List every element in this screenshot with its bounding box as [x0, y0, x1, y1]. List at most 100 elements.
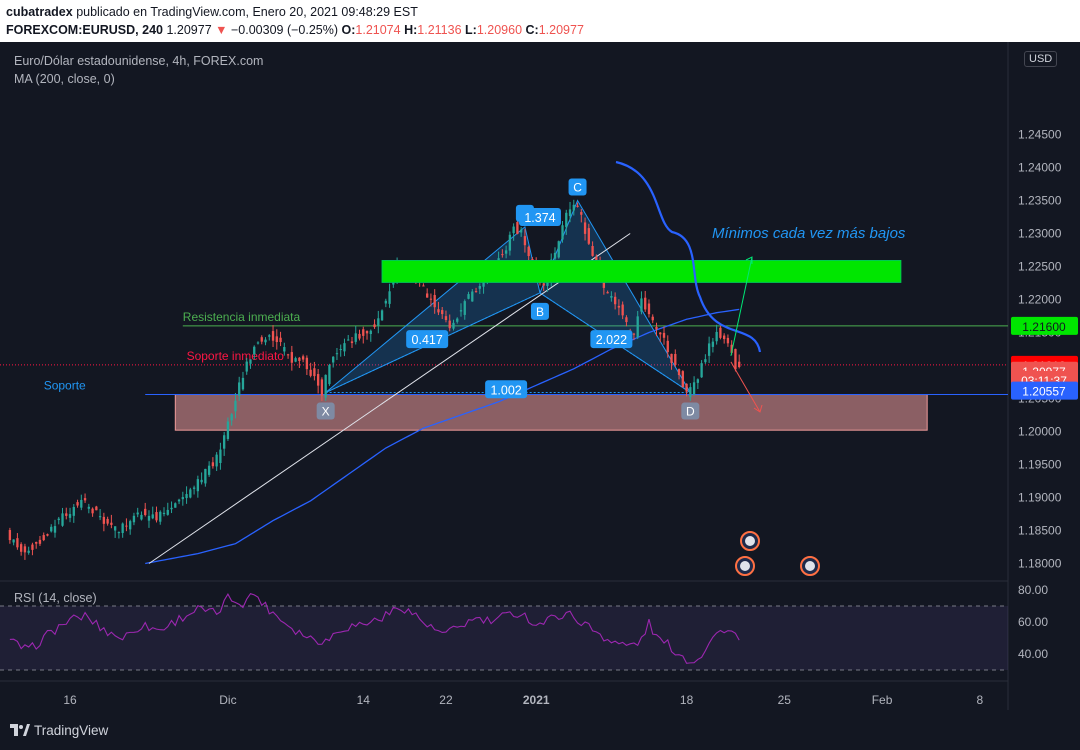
rsi-tick-label: 40.00	[1018, 647, 1048, 661]
bearish-projection-arrow	[730, 361, 761, 413]
candle-body	[358, 333, 361, 339]
candle-body	[365, 331, 369, 334]
y-tick-label: 1.24000	[1018, 161, 1062, 175]
candle-body	[320, 379, 324, 396]
author-name[interactable]: cubatradex	[6, 5, 73, 19]
candle-body	[298, 357, 301, 361]
candle-body	[689, 387, 692, 398]
pattern-point-b: B	[536, 305, 544, 319]
candle-body	[730, 344, 733, 353]
pattern-xb-line	[325, 292, 541, 394]
lower-lows-curve	[615, 160, 762, 353]
candle-body	[350, 341, 354, 344]
candle-body	[482, 281, 485, 287]
chart-area[interactable]: 1.24500 1.24000 1.23500 1.23000 1.22500 1.220…	[0, 42, 1080, 710]
pattern-point-badge	[316, 402, 335, 420]
candle-body	[249, 359, 252, 364]
candle-body	[512, 226, 515, 234]
candle-body	[738, 361, 741, 368]
low-value: 1.20960	[476, 23, 523, 37]
candle-body	[245, 361, 248, 372]
candle-body	[553, 252, 557, 259]
price-tag-label: 1.20557	[1022, 385, 1066, 399]
candle-body	[587, 228, 590, 244]
brand-name[interactable]: TradingView	[34, 723, 109, 738]
ratio-badge	[518, 208, 561, 226]
pattern-point-x: X	[322, 405, 330, 419]
candle-body	[185, 494, 188, 499]
candle-body	[606, 292, 609, 294]
candle-body	[207, 465, 211, 475]
candle-body	[501, 254, 504, 256]
candle-body	[343, 343, 346, 352]
x-tick-label: 18	[680, 693, 694, 707]
candle-body	[72, 506, 75, 516]
resistance-label: Resistencia inmediata	[183, 310, 301, 324]
candle-body	[444, 316, 448, 320]
chart-title: Euro/Dólar estadounidense, 4h, FOREX.com	[14, 54, 264, 68]
uptrend-line	[148, 233, 631, 564]
candle-body	[189, 489, 192, 498]
candle-body	[215, 454, 218, 467]
candle-body	[204, 468, 207, 484]
publication-line: cubatradex publicado en TradingView.com,…	[6, 5, 418, 19]
ma-legend[interactable]: MA (200, close, 0)	[14, 72, 115, 86]
rsi-legend[interactable]: RSI (14, close)	[14, 591, 97, 605]
pattern-point-badge	[568, 178, 587, 196]
candle-body	[129, 521, 132, 530]
candle-body	[426, 293, 429, 298]
candle-body	[271, 331, 275, 341]
footer: TradingView	[0, 710, 1080, 750]
x-tick-label: 8	[976, 693, 983, 707]
candle-body	[223, 435, 226, 449]
candle-body	[448, 320, 451, 329]
candle-body	[19, 544, 23, 552]
candle-body	[162, 512, 166, 515]
candle-body	[459, 310, 463, 312]
candle-body	[132, 515, 136, 523]
candle-body	[719, 327, 722, 338]
candle-body	[219, 449, 222, 464]
candle-body	[576, 205, 579, 207]
y-tick-label: 1.20000	[1018, 425, 1062, 439]
candle-body	[136, 512, 139, 515]
candle-body	[192, 487, 196, 489]
candle-body	[121, 523, 124, 533]
candle-body	[565, 212, 568, 228]
ratio-label: 2.022	[596, 333, 627, 347]
candle-body	[388, 291, 391, 304]
price-tag	[1011, 316, 1078, 335]
candle-body	[166, 509, 169, 515]
candle-body	[666, 340, 669, 353]
immediate-support-label: Soporte inmediato	[187, 349, 285, 363]
rsi-band	[0, 606, 1008, 670]
candle-body	[696, 379, 700, 383]
candle-body	[117, 532, 121, 534]
candle-body	[467, 294, 470, 299]
y-tick-label: 1.18500	[1018, 524, 1062, 538]
candle-body	[279, 337, 282, 343]
candle-body	[147, 515, 151, 521]
candle-body	[734, 348, 737, 370]
candle-body	[53, 526, 57, 533]
open-value: 1.21074	[355, 23, 401, 37]
candle-body	[65, 513, 68, 516]
candle-body	[200, 479, 203, 483]
close-value: 1.20977	[538, 23, 584, 37]
candle-body	[655, 326, 658, 330]
chart-canvas[interactable]: 1.24500 1.24000 1.23500 1.23000 1.22500 1.220…	[0, 42, 1080, 710]
ratio-label: 0.417	[412, 333, 443, 347]
candle-body	[332, 356, 335, 363]
pattern-triangle-xab	[325, 225, 541, 394]
candle-body	[211, 462, 215, 467]
publication-header: cubatradex publicado en TradingView.com,…	[0, 0, 1080, 42]
candle-body	[283, 347, 286, 352]
candle-body	[369, 330, 372, 335]
currency-badge[interactable]: USD	[1024, 51, 1058, 67]
candle-body	[463, 301, 466, 315]
candle-body	[196, 479, 200, 492]
candle-body	[670, 353, 673, 363]
candle-body	[290, 352, 293, 363]
candle-body	[151, 514, 154, 519]
candle-body	[354, 333, 357, 342]
